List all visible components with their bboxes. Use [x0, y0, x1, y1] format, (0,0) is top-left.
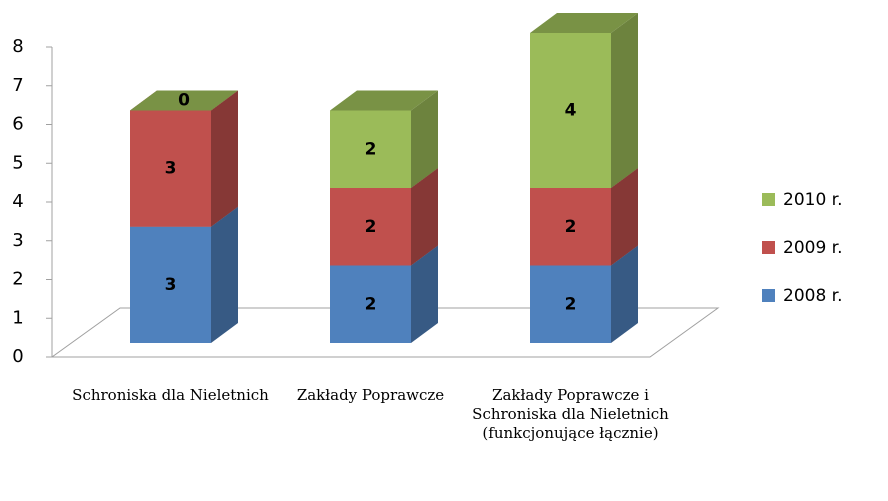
y-tick-label: 3: [12, 230, 23, 251]
y-tick-label: 8: [12, 36, 23, 57]
y-tick-label: 1: [12, 307, 23, 328]
data-label: 3: [165, 159, 177, 179]
data-label: 2: [365, 294, 377, 314]
bar-top: [130, 90, 238, 111]
data-label: 4: [565, 101, 577, 121]
bar: [530, 188, 611, 266]
bar: [330, 188, 411, 266]
x-tick-label: Schroniska dla Nieletnich: [72, 386, 269, 404]
legend-label: 2009 r.: [783, 238, 843, 258]
bar-side: [211, 206, 238, 343]
data-label: 2: [565, 217, 577, 237]
data-label: 2: [365, 139, 377, 159]
bar-side: [611, 168, 638, 266]
bar-side: [611, 245, 638, 343]
bar-side: [411, 245, 438, 343]
data-label: 3: [165, 275, 177, 295]
data-label: 0: [178, 91, 190, 111]
x-tick-label: Zakłady Poprawcze: [296, 386, 445, 404]
legend-swatch: [762, 289, 775, 302]
y-tick-label: 0: [12, 346, 23, 367]
legend-label: 2010 r.: [783, 190, 843, 210]
bar: [330, 265, 411, 343]
y-tick-label: 5: [12, 152, 23, 173]
bar-side: [211, 90, 238, 227]
bar: [530, 33, 611, 188]
legend-swatch: [762, 193, 775, 206]
bar: [330, 110, 411, 188]
y-tick-label: 4: [12, 191, 23, 212]
data-label: 2: [365, 217, 377, 237]
x-tick-label: Zakłady Poprawcze i Schroniska dla Niele…: [472, 386, 669, 442]
y-tick-label: 2: [12, 269, 23, 290]
bar-side: [411, 168, 438, 266]
bar-top: [530, 13, 638, 33]
bar: [130, 110, 211, 227]
data-label: 2: [565, 294, 577, 314]
bar: [130, 226, 211, 343]
legend-swatch: [762, 241, 775, 254]
y-tick-label: 7: [12, 75, 23, 96]
y-tick-label: 6: [12, 114, 23, 135]
bar: [530, 265, 611, 343]
bar-top: [330, 90, 438, 111]
bar-side: [611, 13, 638, 188]
bar-side: [411, 90, 438, 188]
legend-label: 2008 r.: [783, 286, 843, 306]
